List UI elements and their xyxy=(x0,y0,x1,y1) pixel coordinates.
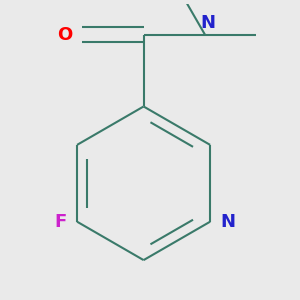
Text: F: F xyxy=(55,213,67,231)
Text: N: N xyxy=(200,14,215,32)
Text: O: O xyxy=(57,26,72,44)
Text: N: N xyxy=(220,213,236,231)
